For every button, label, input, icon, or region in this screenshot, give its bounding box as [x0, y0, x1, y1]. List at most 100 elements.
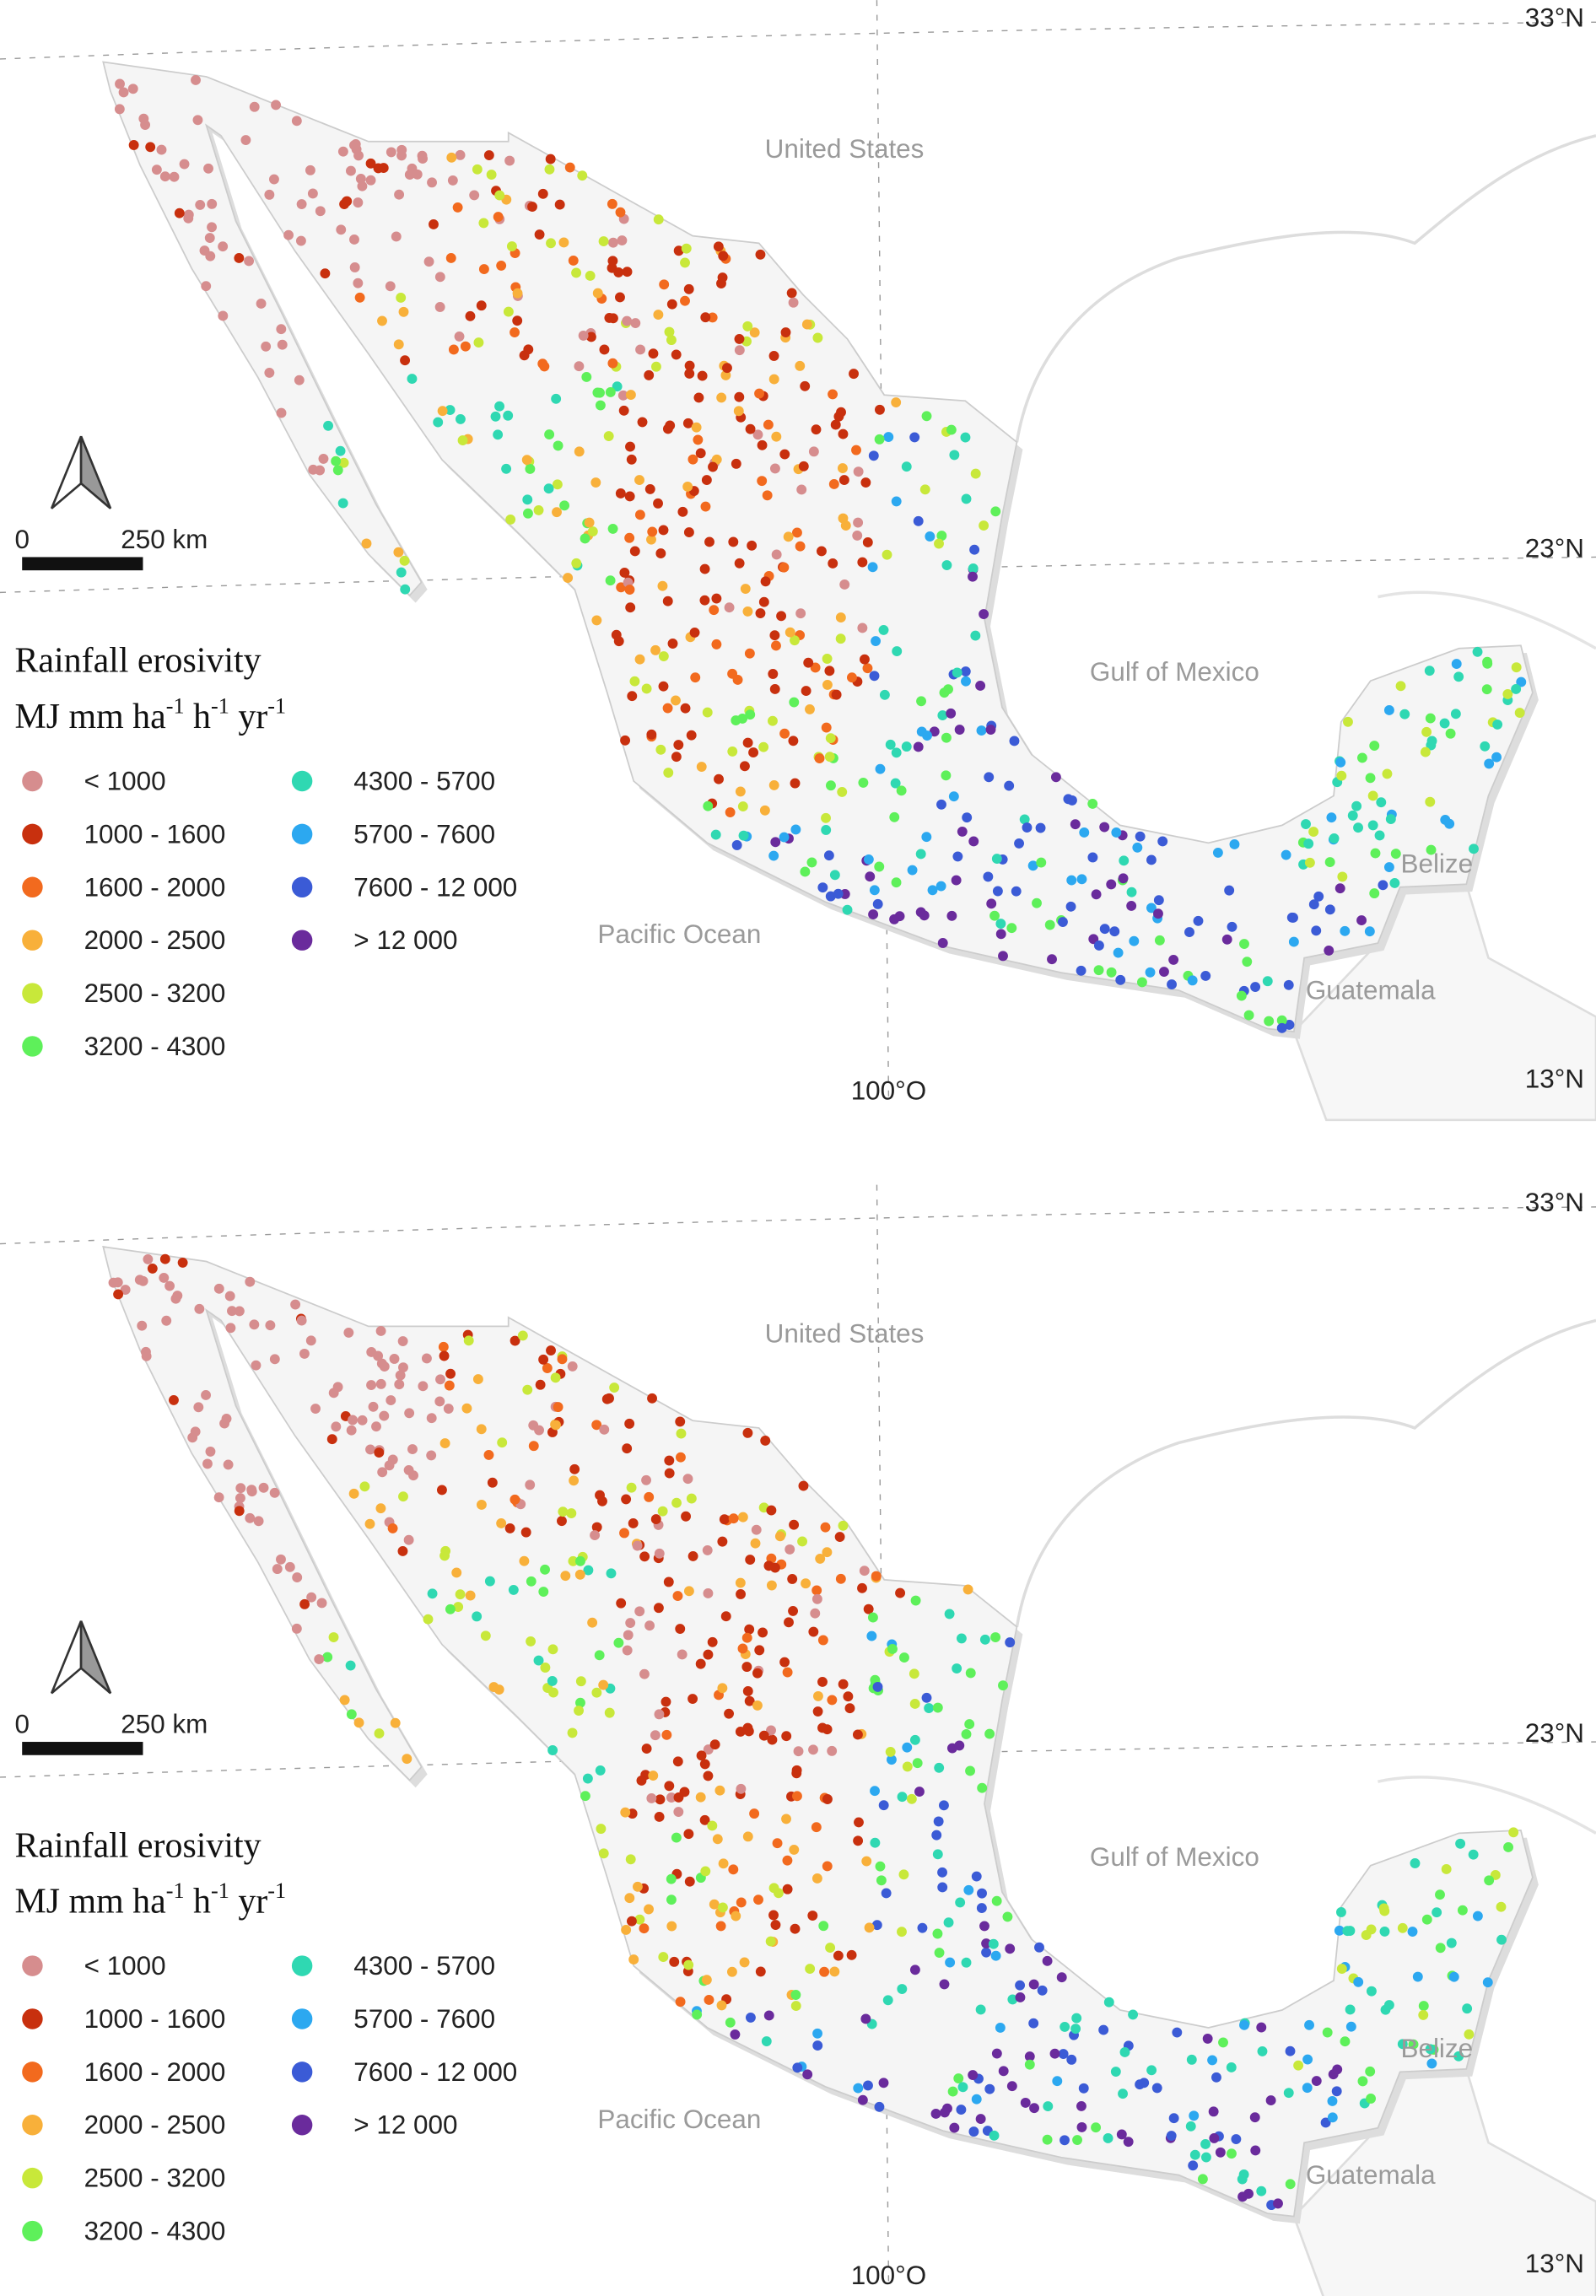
station-dot [434, 302, 445, 312]
station-dot [634, 475, 644, 486]
station-dot [575, 1555, 585, 1566]
station-dot [947, 2086, 958, 2097]
station-dot [1303, 838, 1314, 849]
station-dot [609, 1382, 620, 1393]
station-dot [909, 1965, 920, 1975]
station-dot [752, 1700, 763, 1711]
station-dot [1185, 2121, 1196, 2132]
station-dot [731, 715, 741, 725]
station-dot [709, 1899, 720, 1910]
station-dot [331, 455, 342, 466]
station-dot [421, 1353, 432, 1364]
station-dot [1005, 1943, 1016, 1954]
station-dot [789, 1844, 800, 1855]
station-dot [734, 391, 745, 402]
station-dot [885, 739, 896, 750]
station-dot [805, 703, 815, 714]
station-dot [563, 573, 574, 584]
station-dot [867, 1612, 878, 1623]
station-dot [786, 288, 797, 299]
station-dot [554, 199, 565, 210]
scale-bar [22, 557, 143, 571]
station-dot [1020, 2097, 1031, 2108]
station-dot [619, 568, 630, 578]
station-dot [1006, 923, 1017, 934]
station-dot [283, 229, 294, 240]
station-dot [620, 1807, 631, 1818]
station-dot [137, 1320, 148, 1331]
station-dot [820, 1522, 831, 1533]
station-dot [1110, 2067, 1121, 2077]
station-dot [984, 772, 995, 783]
station-dot [878, 624, 889, 635]
station-dot [1221, 934, 1232, 945]
station-dot [970, 468, 981, 479]
station-dot [725, 2017, 736, 2028]
station-dot [469, 190, 480, 201]
station-dot [963, 1884, 974, 1895]
station-dot [990, 1950, 1001, 1961]
station-dot [1113, 947, 1124, 958]
place-label: Gulf of Mexico [1090, 657, 1259, 687]
station-dot [860, 654, 870, 665]
station-dot [571, 558, 582, 569]
station-dot [869, 885, 880, 896]
station-dot [753, 1894, 763, 1905]
station-dot [560, 1571, 571, 1582]
station-dot [1484, 758, 1495, 769]
station-dot [1469, 843, 1479, 854]
station-dot [935, 881, 946, 892]
unit-exponent: -1 [211, 694, 229, 719]
station-dot [774, 1531, 785, 1542]
station-dot [737, 801, 748, 811]
station-dot [487, 1477, 498, 1488]
station-dot [875, 1861, 886, 1872]
station-dot [1464, 2029, 1475, 2040]
station-dot [871, 1920, 882, 1931]
station-dot [661, 1696, 671, 1707]
unit-exponent: -1 [211, 1878, 229, 1903]
station-dot [1421, 726, 1432, 737]
station-dot [863, 854, 874, 865]
place-label: Pacific Ocean [597, 919, 761, 949]
station-dot [684, 369, 695, 379]
station-dot [169, 1394, 179, 1405]
station-dot [821, 825, 832, 835]
station-dot [1186, 2054, 1197, 2065]
station-dot [219, 1418, 230, 1429]
station-dot [690, 672, 701, 683]
station-dot [897, 1984, 908, 1994]
station-dot [853, 517, 864, 528]
station-dot [1093, 965, 1104, 976]
station-dot [404, 1408, 415, 1419]
station-dot [662, 703, 673, 714]
station-dot [863, 1603, 874, 1614]
station-dot [296, 199, 307, 209]
station-dot [1128, 2009, 1139, 2020]
station-dot [722, 363, 732, 374]
station-dot [657, 580, 668, 591]
station-dot [624, 491, 635, 502]
station-dot [925, 531, 935, 542]
station-dot [455, 149, 466, 160]
station-dot [916, 726, 927, 737]
station-dot [854, 1817, 864, 1828]
station-dot [812, 1706, 823, 1717]
station-dot [806, 857, 817, 868]
latitude-label: 33°N [1525, 1188, 1584, 1217]
station-dot [790, 778, 801, 789]
station-dot [865, 871, 876, 882]
station-dot [889, 914, 900, 924]
station-dot [1243, 1010, 1254, 1021]
station-dot [707, 1820, 718, 1831]
station-dot [1424, 666, 1435, 676]
station-dot [1336, 1964, 1347, 1975]
station-dot [140, 120, 151, 130]
latitude-label: 13°N [1525, 2249, 1584, 2278]
station-dot [951, 875, 962, 886]
station-dot [207, 198, 218, 209]
station-dot [714, 773, 724, 784]
scale-start: 0 [14, 525, 29, 554]
station-dot [486, 170, 497, 181]
station-dot [686, 730, 697, 741]
